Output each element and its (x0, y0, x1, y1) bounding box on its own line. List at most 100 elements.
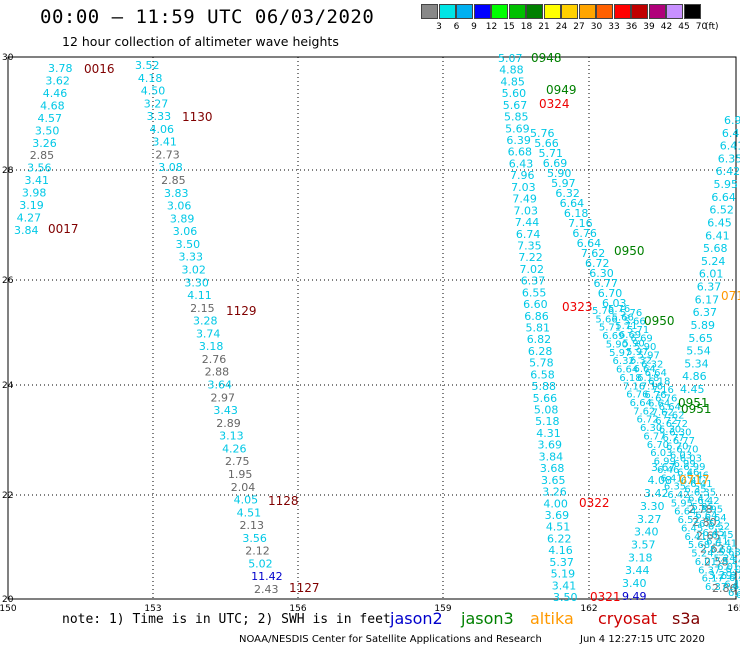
swh-value: 7.62 (633, 406, 655, 417)
swh-value: 2.13 (239, 519, 263, 532)
swh-value: 6.30 (659, 424, 681, 435)
swh-value: 3.33 (147, 110, 172, 123)
swh-value: 5.76 (620, 308, 642, 319)
swh-value: 3.50 (176, 238, 201, 251)
swh-value: 6.45 (703, 528, 725, 539)
swh-value: 6.55 (522, 286, 547, 299)
swh-value: 2.75 (225, 455, 250, 468)
swh-value: 6.32 (641, 359, 663, 370)
swh-value: 5.97 (551, 177, 576, 190)
swh-value: 6.37 (698, 565, 720, 576)
swh-value: 2.97 (210, 391, 235, 404)
swh-value: 2.89 (216, 417, 241, 430)
swh-value: 6.68 (508, 146, 532, 159)
swh-value: 5.69 (505, 122, 530, 135)
swh-value: 4.31 (536, 427, 561, 440)
swh-value: 5.81 (526, 322, 551, 335)
swh-value: 6.17 (695, 293, 720, 306)
swh-value: 4.68 (40, 99, 65, 112)
swh-value: 3.67 (651, 461, 676, 474)
y-tick-label: 30 (2, 53, 14, 63)
swh-value: 5.24 (691, 549, 713, 560)
swh-value: 3.40 (622, 577, 647, 590)
swh-value: 6.41 (706, 536, 728, 547)
y-tick-label: 22 (2, 491, 13, 501)
swh-value: 4.51 (237, 506, 262, 519)
swh-value: 6.18 (648, 376, 670, 387)
swh-value: 5.24 (713, 554, 735, 565)
pass-time-label: 0951 (681, 402, 712, 416)
pass-time-label: 1129 (226, 304, 257, 318)
swh-value: 7.16 (652, 385, 674, 396)
swh-value: 6.35 (694, 487, 716, 498)
swh-value: 5.60 (502, 87, 526, 100)
scale-label: 70 (695, 22, 708, 32)
scale-swatch (473, 4, 491, 19)
y-tick-label: 28 (2, 166, 14, 176)
swh-value: 6.32 (555, 187, 580, 200)
pass-time-label: 0949 (546, 83, 577, 97)
scale-label: 9 (471, 22, 477, 32)
swh-value: 3.28 (193, 315, 218, 328)
map-subtitle: 12 hour collection of altimeter wave hei… (62, 34, 339, 49)
swh-value: 5.19 (551, 568, 576, 581)
axis-ticks: 150 153 156 159 162 165 20 22 24 26 28 30 (0, 53, 740, 614)
swh-value: 6.41 (684, 532, 706, 543)
swh-value: 4.50 (141, 85, 166, 98)
scale-label: 15 (503, 22, 515, 32)
swh-value: 6.17 (732, 581, 740, 592)
swh-value: 3.30 (184, 276, 209, 289)
swh-value: 6.46 (722, 127, 740, 140)
scale-label: 39 (643, 22, 655, 32)
swh-value: 6.41 (690, 479, 712, 490)
swh-value: 6.01 (699, 268, 724, 281)
swh-value: 6.52 (699, 519, 721, 530)
swh-value: 6.64 (577, 237, 602, 250)
swh-value: 6.64 (616, 365, 638, 376)
scale-swatch (613, 4, 631, 19)
scale-label: 24 (555, 22, 568, 32)
swh-value: 6.43 (509, 157, 534, 170)
legend-jason2: jason2 (390, 609, 443, 628)
scale-label: 21 (538, 22, 550, 32)
swh-value: 6.74 (516, 228, 541, 241)
swh-value: 6.86 (524, 310, 549, 323)
swh-value: 5.68 (703, 242, 728, 255)
swh-value: 5.90 (623, 338, 645, 349)
swh-value: 6.70 (647, 440, 669, 451)
swh-value: 5.95 (714, 178, 739, 191)
map-frame (7, 56, 737, 600)
swh-value: 3.69 (545, 509, 570, 522)
swh-value: 7.44 (515, 216, 540, 229)
swh-value: 6.72 (655, 416, 677, 427)
x-tick-label: 156 (289, 604, 306, 614)
swh-value: 6.77 (663, 433, 685, 444)
pass-time-label: 0324 (539, 97, 570, 111)
swh-value: 5.78 (529, 357, 554, 370)
swh-value: 5.24 (722, 556, 740, 567)
swh-value: 4.51 (546, 521, 571, 534)
swh-value: 4.57 (38, 112, 63, 125)
swh-value: 5.71 (615, 321, 637, 332)
swh-value: 5.97 (638, 351, 660, 362)
swh-value: 6.41 (715, 539, 737, 550)
swh-value: 3.26 (542, 486, 567, 499)
pass-time-label: 1128 (268, 494, 299, 508)
swh-value: 4.16 (548, 544, 573, 557)
swh-value: 3.56 (27, 162, 52, 175)
swh-value: 6.70 (598, 287, 623, 300)
scale-label: 45 (678, 22, 690, 32)
x-tick-label: 162 (580, 604, 597, 614)
swh-value: 3.50 (35, 124, 60, 137)
swh-value: 6.64 (648, 399, 670, 410)
scale-label: 6 (453, 22, 460, 32)
scale-swatch (561, 4, 578, 19)
swh-value: 11.42 (251, 570, 283, 583)
legend-s3a: s3a (672, 609, 701, 628)
swh-value: 6.17 (724, 579, 740, 590)
pass-time-label: 1130 (182, 110, 213, 124)
swh-value: 2.85 (161, 174, 186, 187)
swh-value: 6.45 (681, 523, 703, 534)
swh-value: 7.22 (518, 251, 543, 264)
swh-value: 6.64 (711, 191, 736, 204)
